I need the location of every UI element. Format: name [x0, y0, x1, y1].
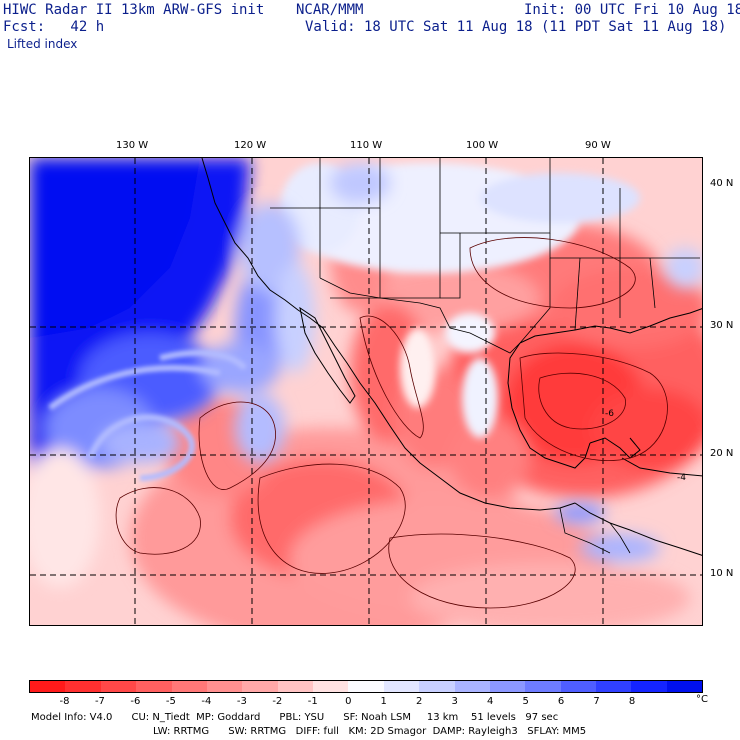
colorbar-tick-label: -6: [130, 696, 141, 707]
contour-lines: [115, 237, 668, 609]
lat-label: 10 N: [710, 568, 734, 579]
valid-time: Valid: 18 UTC Sat 11 Aug 18 (11 PDT Sat …: [305, 19, 727, 35]
colorbar-tick-label: -1: [307, 696, 318, 707]
colorbar-swatch: [313, 681, 349, 692]
colorbar-swatch: [30, 681, 66, 692]
lon-label: 110 W: [350, 140, 383, 151]
colorbar-swatch: [65, 681, 101, 692]
colorbar-tick-label: -8: [59, 696, 70, 707]
contour-label: -4: [677, 473, 686, 483]
colorbar-swatch: [631, 681, 667, 692]
colorbar-tick-label: 2: [416, 696, 423, 707]
lon-label: 90 W: [585, 140, 611, 151]
colorbar-tick-label: 0: [345, 696, 352, 707]
colorbar-tick-label: 6: [557, 696, 565, 707]
colorbar-swatch: [596, 681, 632, 692]
colorbar-tick-label: -4: [201, 696, 212, 707]
colorbar-swatch: [348, 681, 384, 692]
colorbar-tick-label: 3: [451, 696, 458, 707]
colorbar-tick-label: 4: [486, 696, 494, 707]
colorbar-swatch: [454, 681, 490, 692]
colorbar: [29, 680, 703, 693]
lon-label: 120 W: [234, 140, 267, 151]
lon-label: 100 W: [466, 140, 499, 151]
unstable-regions: [130, 203, 702, 625]
lat-label: 40 N: [710, 178, 734, 189]
model-title: HIWC Radar II 13km ARW-GFS init: [3, 2, 265, 18]
colorbar-swatch: [489, 681, 526, 692]
field-name: Lifted index: [7, 37, 78, 51]
colorbar-tick-label: -3: [236, 696, 247, 707]
lat-label: 30 N: [710, 320, 734, 331]
colorbar-tick-label: 5: [522, 696, 529, 707]
contour-label: -6: [605, 409, 614, 419]
colorbar-swatch: [666, 681, 703, 692]
colorbar-tick-label: 1: [380, 696, 387, 707]
colorbar-swatch: [136, 681, 172, 692]
lat-lon-grid: [30, 158, 702, 625]
colorbar-swatch: [560, 681, 596, 692]
model-info-line2: LW: RRTMG SW: RRTMG DIFF: full KM: 2D Sm…: [153, 726, 587, 737]
colorbar-swatch: [383, 681, 420, 692]
lat-label: 20 N: [710, 448, 734, 459]
cloud-swirls: [48, 349, 248, 481]
forecast-hour: Fcst: 42 h: [3, 19, 105, 35]
model-info-line1: Model Info: V4.0 CU: N_Tiedt MP: Goddard…: [31, 712, 559, 723]
lifted-index-map: -6 -4: [29, 157, 703, 626]
colorbar-swatch: [242, 681, 278, 692]
init-time: Init: 00 UTC Fri 10 Aug 18: [524, 2, 740, 18]
colorbar-tick-label: -5: [165, 696, 176, 707]
colorbar-swatch: [419, 681, 455, 692]
political-borders: [270, 158, 700, 554]
colorbar-swatch: [171, 681, 207, 692]
colorbar-swatch: [100, 681, 137, 692]
colorbar-swatch: [525, 681, 561, 692]
lon-label: 130 W: [116, 140, 149, 151]
colorbar-tick-label: 8: [628, 696, 636, 707]
stable-regions: [30, 158, 702, 588]
org-label: NCAR/MMM: [296, 2, 364, 18]
coastlines: [201, 158, 702, 556]
colorbar-unit: °C: [696, 694, 708, 705]
colorbar-tick-label: -2: [272, 696, 283, 707]
colorbar-tick-label: 7: [593, 696, 600, 707]
colorbar-tick-label: -7: [94, 696, 105, 707]
colorbar-swatch: [277, 681, 313, 692]
colorbar-swatch: [206, 681, 243, 692]
